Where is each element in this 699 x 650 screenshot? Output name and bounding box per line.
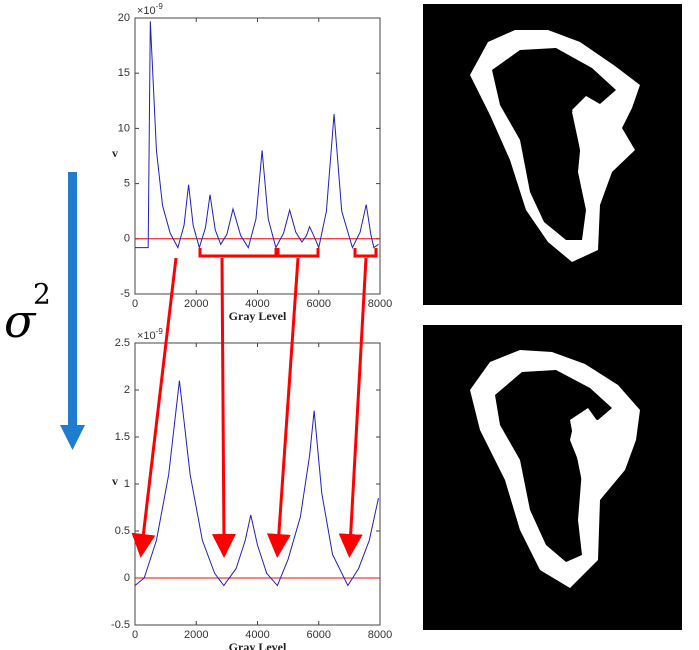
y-multiplier: ×10-9 (137, 2, 163, 17)
y-axis-label: v (112, 146, 118, 160)
y-tick-label: 0 (124, 233, 130, 245)
data-line (134, 380, 379, 587)
y-axis-label: v (112, 474, 118, 488)
sigma-exponent: 2 (33, 278, 51, 311)
sigma-arrow (60, 172, 85, 450)
y-tick-label: 15 (118, 67, 130, 79)
y-multiplier-exponent: -9 (156, 327, 164, 336)
x-tick-label: 2000 (184, 298, 208, 310)
y-tick-label: 20 (118, 12, 130, 24)
data-line (135, 21, 379, 250)
y-tick-label: 1.5 (115, 431, 130, 443)
x-tick-label: 0 (132, 298, 138, 310)
y-tick-label: 2.5 (115, 337, 130, 349)
plot-area (134, 17, 381, 295)
y-multiplier-base: ×10 (137, 5, 156, 17)
y-tick-label: -5 (120, 288, 130, 300)
segmentation-image-top (423, 4, 682, 305)
x-tick-label: 8000 (368, 629, 392, 641)
y-multiplier-base: ×10 (137, 330, 156, 342)
annotation-arrows (131, 248, 378, 558)
x-tick-label: 4000 (245, 298, 269, 310)
y-tick-label: 2 (124, 384, 130, 396)
y-tick-label: -0.5 (111, 619, 130, 631)
x-tick-label: 0 (132, 629, 138, 641)
y-multiplier-exponent: -9 (156, 2, 164, 11)
x-axis-label: Gray Level (229, 640, 287, 650)
y-tick-label: 0.5 (115, 525, 130, 537)
sigma-symbol: σ (4, 294, 37, 348)
x-tick-label: 8000 (368, 298, 392, 310)
x-axis-label: Gray Level (229, 309, 287, 323)
y-tick-label: 1 (124, 478, 130, 490)
y-tick-label: 10 (118, 122, 130, 134)
x-tick-label: 4000 (245, 629, 269, 641)
y-tick-label: 0 (124, 572, 130, 584)
segmentation-image-bottom (423, 325, 682, 630)
y-tick-label: 5 (124, 178, 130, 190)
y-multiplier: ×10-9 (137, 327, 163, 342)
x-tick-label: 6000 (307, 298, 331, 310)
plot-area (134, 342, 381, 626)
x-tick-label: 6000 (307, 629, 331, 641)
x-tick-label: 2000 (184, 629, 208, 641)
